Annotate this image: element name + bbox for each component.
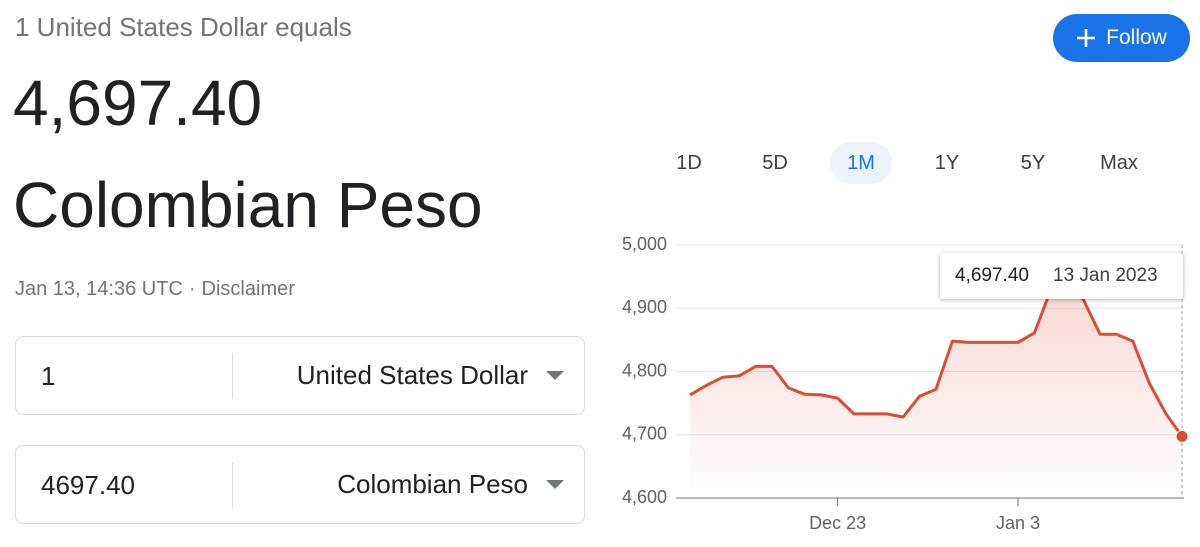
dropdown-arrow[interactable]	[546, 480, 564, 490]
subtitle: 1 United States Dollar equals	[15, 12, 352, 42]
chart: 4,600 4,700 4,800 4,900 5,000 Dec 23 Jan 3	[622, 234, 1189, 533]
plus-icon	[1077, 29, 1096, 47]
timestamp-row: Jan 13, 14:36 UTC · Disclaimer	[15, 278, 301, 301]
price-line	[689, 283, 1184, 438]
converter-row: 4697.40 Colombian Peso	[15, 445, 585, 524]
y-tick-label: 4,700	[622, 424, 667, 444]
currency-select[interactable]: Colombian Peso	[337, 469, 528, 499]
tooltip-date: 13 Jan 2023	[1053, 265, 1158, 286]
x-tick-label: Jan 3	[996, 513, 1040, 533]
range-tab[interactable]: 1M	[830, 142, 892, 184]
area-fill	[690, 284, 1182, 498]
exchange-rate: 4,697.40	[13, 67, 263, 139]
amount-input[interactable]: 4697.40	[41, 470, 135, 500]
y-tick-label: 4,900	[622, 297, 667, 317]
range-tab[interactable]: 1D	[676, 152, 702, 174]
range-tab[interactable]: 5Y	[1020, 152, 1046, 174]
tooltip: 4,697.40 13 Jan 2023	[940, 253, 1183, 299]
range-tab[interactable]: 5D	[762, 152, 788, 174]
tooltip-value: 4,697.40	[955, 265, 1029, 286]
y-tick-label: 5,000	[622, 234, 667, 254]
divider	[232, 462, 233, 508]
disclaimer-link[interactable]: Disclaimer	[201, 278, 295, 300]
dropdown-arrow[interactable]	[546, 371, 564, 381]
range-tab[interactable]: Max	[1100, 152, 1138, 174]
timestamp: Jan 13, 14:36 UTC	[15, 278, 183, 300]
currency-select[interactable]: United States Dollar	[296, 360, 528, 390]
follow-label: Follow	[1106, 26, 1167, 49]
range-tab[interactable]: 1Y	[934, 152, 960, 174]
target-currency: Colombian Peso	[13, 169, 483, 241]
range-tabs: 1D 5D 1M 1Y 5Y Max	[646, 142, 1166, 184]
y-tick-label: 4,600	[622, 487, 667, 507]
divider	[232, 353, 233, 399]
follow-button[interactable]: Follow	[1053, 14, 1190, 62]
current-point	[1175, 429, 1189, 443]
amount-input[interactable]: 1	[41, 361, 56, 391]
separator: ·	[188, 278, 196, 300]
x-tick-label: Dec 23	[809, 513, 866, 533]
y-tick-label: 4,800	[622, 360, 667, 380]
converter-row: 1 United States Dollar	[15, 336, 585, 415]
